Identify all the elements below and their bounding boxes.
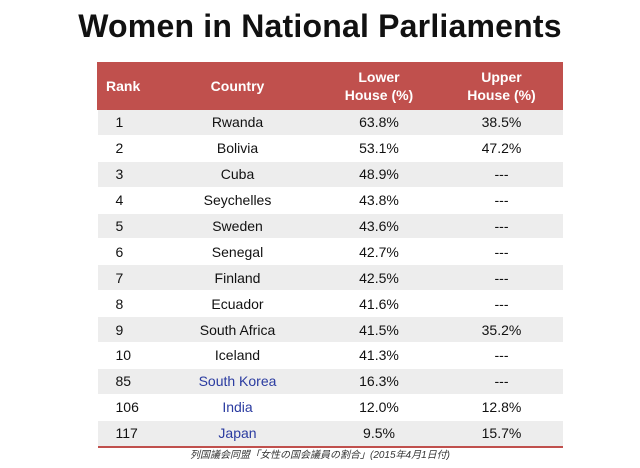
table-row: 3 Cuba 48.9% --- <box>97 161 563 188</box>
lower-house-cell: 41.5% <box>317 316 441 344</box>
header-upper-line2: House (%) <box>467 87 536 103</box>
upper-house-cell: --- <box>440 368 563 395</box>
country-cell: Bolivia <box>157 135 318 162</box>
rank-cell: 6 <box>97 238 158 266</box>
country-cell: Finland <box>157 264 318 292</box>
rank-cell: 8 <box>97 290 158 318</box>
header-country: Country <box>157 62 318 110</box>
table-row: 106 India 12.0% 12.8% <box>97 394 563 421</box>
header-lower-line1: Lower <box>358 69 400 85</box>
country-cell: Cuba <box>157 161 318 188</box>
upper-house-cell: --- <box>440 238 563 266</box>
country-cell: Ecuador <box>157 290 318 318</box>
lower-house-cell: 42.7% <box>317 238 441 266</box>
table-row: 10 Iceland 41.3% --- <box>97 342 563 369</box>
table-row: 85 South Korea 16.3% --- <box>97 368 563 395</box>
header-rank: Rank <box>97 62 158 110</box>
lower-house-cell: 41.3% <box>317 342 441 369</box>
rank-cell: 7 <box>97 264 158 292</box>
parliament-table: Rank Country Lower House (%) Upper House… <box>97 62 563 448</box>
country-cell: India <box>157 394 318 421</box>
upper-house-cell: --- <box>440 187 563 214</box>
country-cell: Rwanda <box>157 109 318 136</box>
upper-house-cell: --- <box>440 264 563 292</box>
rank-cell: 3 <box>97 161 158 188</box>
table-row: 9 South Africa 41.5% 35.2% <box>97 316 563 344</box>
rank-cell: 1 <box>97 109 158 136</box>
lower-house-cell: 63.8% <box>317 109 441 136</box>
rank-cell: 85 <box>97 368 158 395</box>
header-lower-house: Lower House (%) <box>317 62 441 110</box>
upper-house-cell: 15.7% <box>440 420 563 448</box>
table-row: 7 Finland 42.5% --- <box>97 264 563 292</box>
header-upper-line1: Upper <box>481 69 522 85</box>
lower-house-cell: 53.1% <box>317 135 441 162</box>
table-row: 1 Rwanda 63.8% 38.5% <box>97 109 563 136</box>
table-row: 6 Senegal 42.7% --- <box>97 238 563 266</box>
table-body: 1 Rwanda 63.8% 38.5% 2 Bolivia 53.1% 47.2% 3 Cuba… <box>97 109 563 448</box>
country-cell: Iceland <box>157 342 318 369</box>
chart-title: Women in National Parliaments <box>78 8 562 44</box>
rank-cell: 106 <box>97 394 158 421</box>
lower-house-cell: 43.6% <box>317 213 441 240</box>
upper-house-cell: --- <box>440 161 563 188</box>
table-row: 117 Japan 9.5% 15.7% <box>97 420 563 448</box>
rank-cell: 5 <box>97 213 158 240</box>
rank-cell: 117 <box>97 420 158 448</box>
upper-house-cell: 12.8% <box>440 394 563 421</box>
table-row: 2 Bolivia 53.1% 47.2% <box>97 135 563 162</box>
rank-cell: 9 <box>97 316 158 344</box>
country-cell: South Africa <box>157 316 318 344</box>
header-upper-house: Upper House (%) <box>440 62 563 110</box>
rank-cell: 10 <box>97 342 158 369</box>
lower-house-cell: 9.5% <box>317 420 441 448</box>
country-cell: Sweden <box>157 213 318 240</box>
header-lower-line2: House (%) <box>344 87 414 103</box>
header-row: Rank Country Lower House (%) Upper House… <box>97 62 563 110</box>
source-note: 列国議会同盟「女性の国会議員の割合」(2015年4月1日付) <box>189 450 451 461</box>
upper-house-cell: 35.2% <box>440 316 563 344</box>
lower-house-cell: 48.9% <box>317 161 441 188</box>
upper-house-cell: --- <box>440 290 563 318</box>
lower-house-cell: 16.3% <box>317 368 441 395</box>
table-row: 5 Sweden 43.6% --- <box>97 213 563 240</box>
country-cell: Japan <box>157 420 318 448</box>
rank-cell: 4 <box>97 187 158 214</box>
lower-house-cell: 43.8% <box>317 187 441 214</box>
upper-house-cell: --- <box>440 213 563 240</box>
lower-house-cell: 42.5% <box>317 264 441 292</box>
upper-house-cell: 38.5% <box>440 109 563 136</box>
rank-cell: 2 <box>97 135 158 162</box>
country-cell: Senegal <box>157 238 318 266</box>
lower-house-cell: 12.0% <box>317 394 441 421</box>
upper-house-cell: --- <box>440 342 563 369</box>
country-cell: Seychelles <box>157 187 318 214</box>
table-row: 8 Ecuador 41.6% --- <box>97 290 563 318</box>
country-cell: South Korea <box>157 368 318 395</box>
upper-house-cell: 47.2% <box>440 135 563 162</box>
table-row: 4 Seychelles 43.8% --- <box>97 187 563 214</box>
lower-house-cell: 41.6% <box>317 290 441 318</box>
